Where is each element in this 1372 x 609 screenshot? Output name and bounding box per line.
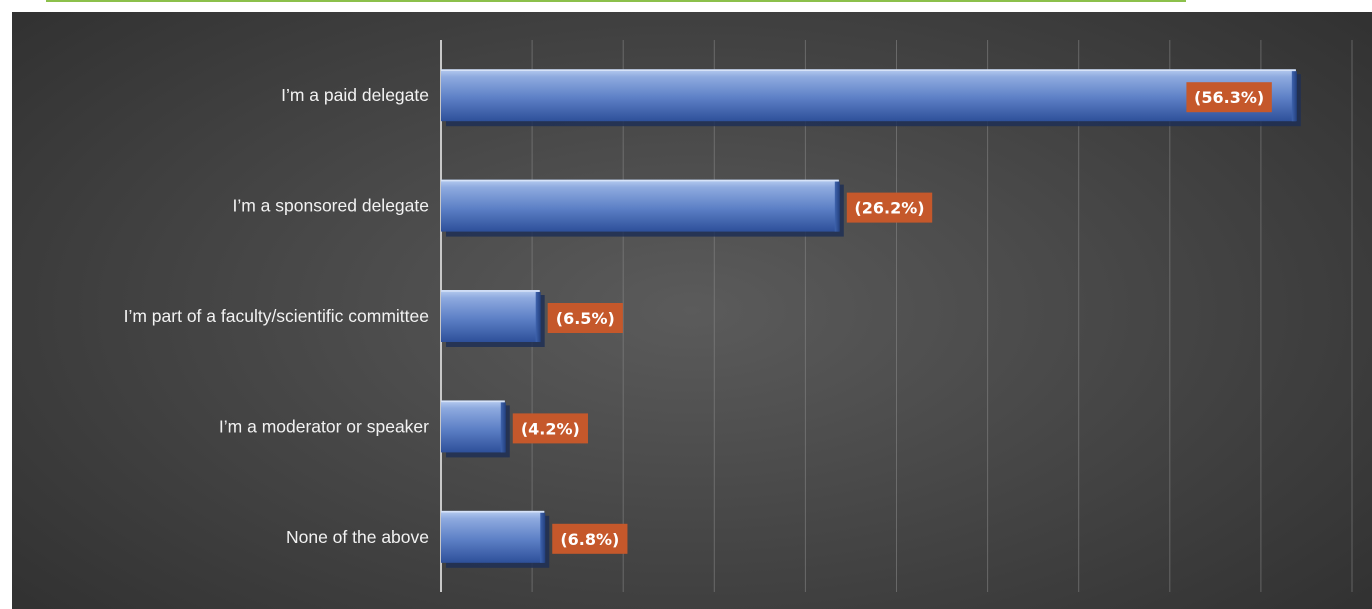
bars xyxy=(441,69,1301,568)
bar-end-cap xyxy=(500,402,506,453)
data-label-box xyxy=(1186,82,1272,113)
gridlines xyxy=(440,40,1353,592)
data-label-box xyxy=(512,413,588,444)
data-label-box xyxy=(846,192,933,223)
bar-chart: I’m a paid delegate (56.3%) I’m a sponsore… xyxy=(124,40,1353,592)
data-label: (56.3%) xyxy=(1194,88,1264,107)
bar xyxy=(441,290,540,342)
category-label: I’m part of a faculty/scientific committ… xyxy=(124,306,429,326)
bar xyxy=(441,400,505,453)
data-label: (26.2%) xyxy=(854,199,924,218)
bar-end-cap xyxy=(535,292,541,342)
category-label: I’m a sponsored delegate xyxy=(232,196,429,216)
category-label: None of the above xyxy=(286,527,429,547)
bar xyxy=(441,179,839,232)
category-label: I’m a paid delegate xyxy=(281,85,429,105)
bar xyxy=(441,69,1296,122)
data-label: (6.8%) xyxy=(560,530,619,549)
data-label-box xyxy=(547,303,623,333)
category-label: I’m a moderator or speaker xyxy=(219,416,429,436)
data-label: (6.5%) xyxy=(556,309,615,328)
top-accent-rule xyxy=(46,0,1186,2)
data-label: (4.2%) xyxy=(521,419,580,438)
labels: I’m a paid delegate (56.3%) I’m a sponsore… xyxy=(124,82,1272,554)
bar xyxy=(441,510,545,563)
chart-panel: I’m a paid delegate (56.3%) I’m a sponsore… xyxy=(12,12,1372,609)
bar-end-cap xyxy=(1291,71,1297,122)
bar-end-cap xyxy=(540,512,546,563)
data-label-box xyxy=(552,523,628,554)
bar-end-cap xyxy=(834,181,840,232)
